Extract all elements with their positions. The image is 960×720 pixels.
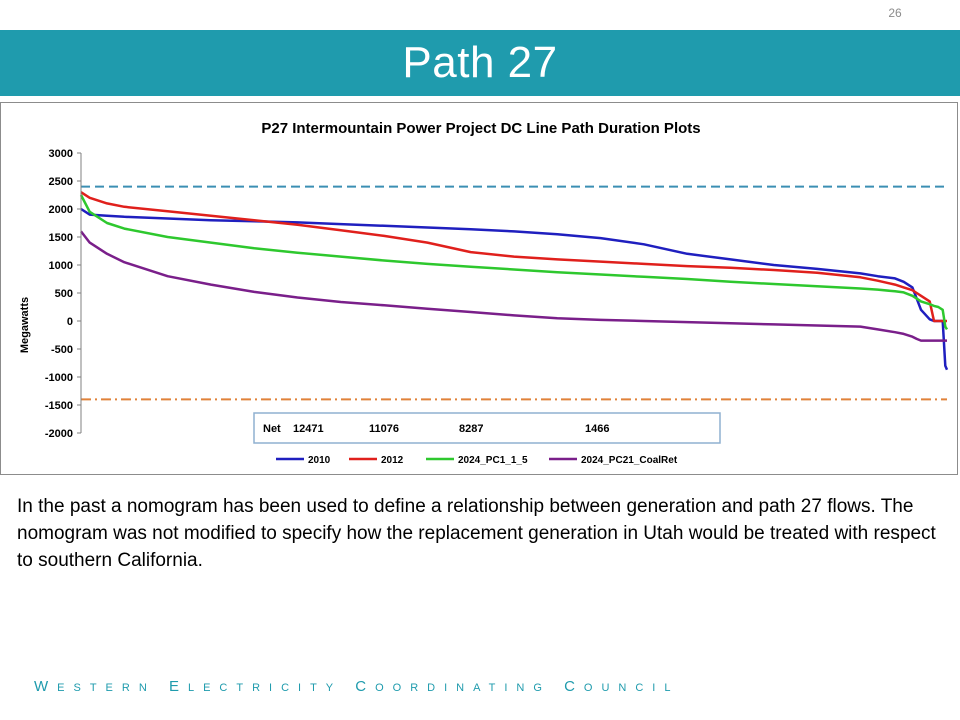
net-label: Net	[263, 423, 281, 435]
y-axis-label: Megawatts	[19, 297, 31, 353]
series-line-2024-pc1-1-5	[79, 194, 949, 331]
net-value-2010: 12471	[293, 423, 324, 435]
y-tick-label: -500	[51, 344, 73, 356]
net-value-2012: 11076	[369, 423, 399, 435]
y-tick-label: 1500	[49, 232, 73, 244]
footer-organization: Western Electricity Coordinating Council	[34, 678, 680, 695]
body-paragraph: In the past a nomogram has been used to …	[17, 496, 936, 571]
legend-label: 2024_PC1_1_5	[458, 455, 528, 466]
y-tick-label: 1000	[49, 260, 73, 272]
chart-title: P27 Intermountain Power Project DC Line …	[261, 120, 700, 137]
duration-plot-chart: P27 Intermountain Power Project DC Line …	[19, 120, 949, 466]
chart-frame: P27 Intermountain Power Project DC Line …	[0, 102, 958, 475]
y-tick-label: 2000	[49, 204, 73, 216]
net-value-2024-pc21: 1466	[585, 423, 609, 435]
legend-label: 2024_PC21_CoalRet	[581, 455, 678, 466]
series-line-2010	[80, 207, 949, 371]
series-line-2024-pc21-coalret	[80, 230, 947, 342]
net-value-2024-pc1: 8287	[459, 423, 483, 435]
y-tick-label: 500	[55, 288, 73, 300]
net-box	[253, 412, 721, 444]
y-tick-label: 3000	[49, 148, 73, 160]
legend-label: 2012	[381, 455, 404, 466]
page-number: 26	[888, 6, 902, 20]
y-tick-label: 0	[67, 316, 73, 328]
y-tick-label: -1500	[45, 400, 73, 412]
series-line-2012	[80, 191, 947, 323]
y-tick-label: -1000	[45, 372, 73, 384]
legend-label: 2010	[308, 455, 331, 466]
y-tick-label: 2500	[49, 176, 73, 188]
title-band: Path 27	[0, 30, 960, 96]
slide-title: Path 27	[402, 38, 558, 87]
y-tick-label: -2000	[45, 428, 73, 440]
